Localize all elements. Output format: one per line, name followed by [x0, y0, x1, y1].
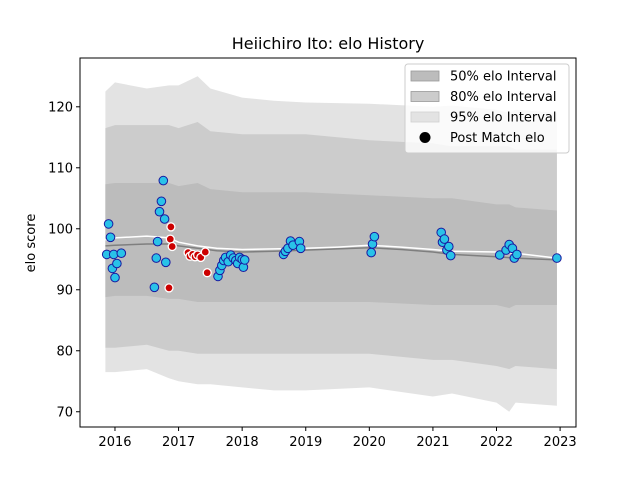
- x-tick-label: 2022: [480, 435, 513, 450]
- data-point: [202, 268, 212, 278]
- data-point: [366, 247, 377, 258]
- legend-label: 50% elo Interval: [450, 70, 557, 85]
- y-axis: 70 80 90 100 110 120: [48, 100, 80, 420]
- data-point: [156, 196, 167, 207]
- legend-swatch: [410, 91, 440, 102]
- x-tick-label: 2021: [416, 435, 449, 450]
- legend-swatch: [410, 70, 440, 82]
- legend-swatch: [410, 111, 440, 123]
- legend-label: 80% elo Interval: [450, 90, 557, 105]
- x-axis: 2016 2017 2018 2019 2020 2021 2022 2023: [98, 427, 577, 450]
- data-point: [239, 255, 250, 265]
- plot-area: [79, 57, 577, 428]
- data-point: [439, 234, 450, 244]
- data-point: [165, 234, 175, 244]
- data-point: [369, 231, 380, 242]
- legend-label: 95% elo Interval: [450, 111, 557, 126]
- data-point: [444, 241, 454, 252]
- data-point: [167, 241, 177, 252]
- data-point: [512, 249, 522, 260]
- data-point: [161, 257, 171, 268]
- data-point: [552, 253, 562, 263]
- data-point: [154, 206, 165, 217]
- data-point: [295, 243, 306, 254]
- data-point: [116, 248, 127, 258]
- data-point: [494, 250, 505, 260]
- legend: 50% elo Interval 80% elo Interval 95% elo …: [404, 63, 570, 154]
- x-tick-label: 2016: [98, 435, 131, 450]
- y-tick-label: 120: [48, 100, 73, 115]
- x-tick-label: 2023: [544, 435, 577, 450]
- data-point: [112, 258, 122, 269]
- y-tick-label: 70: [56, 405, 73, 420]
- y-tick-label: 100: [48, 222, 73, 237]
- legend-marker: [419, 132, 431, 143]
- plot-frame: [79, 57, 577, 428]
- data-point: [152, 236, 163, 247]
- data-point: [200, 247, 210, 257]
- y-tick-label: 90: [56, 283, 73, 298]
- x-tick-label: 2020: [353, 435, 386, 450]
- legend-box: [404, 63, 570, 154]
- x-tick-label: 2019: [289, 435, 322, 450]
- match-points: [101, 175, 562, 293]
- y-axis-label: elo score: [24, 214, 39, 273]
- data-point: [151, 253, 162, 263]
- chart-title: Heiichiro Ito: elo History: [232, 34, 425, 53]
- data-point: [164, 283, 174, 293]
- x-tick-label: 2018: [226, 435, 259, 450]
- interval-bands: [105, 76, 557, 412]
- legend-label: Post Match elo: [450, 131, 545, 146]
- data-point: [103, 219, 114, 229]
- data-point: [159, 214, 170, 224]
- x-tick-label: 2017: [162, 435, 195, 450]
- data-point: [166, 222, 176, 232]
- data-point: [158, 175, 169, 186]
- data-point: [149, 282, 160, 293]
- y-tick-label: 110: [48, 161, 73, 176]
- data-point: [105, 232, 116, 243]
- y-tick-label: 80: [56, 344, 73, 359]
- data-point: [445, 250, 456, 261]
- data-point: [110, 272, 120, 283]
